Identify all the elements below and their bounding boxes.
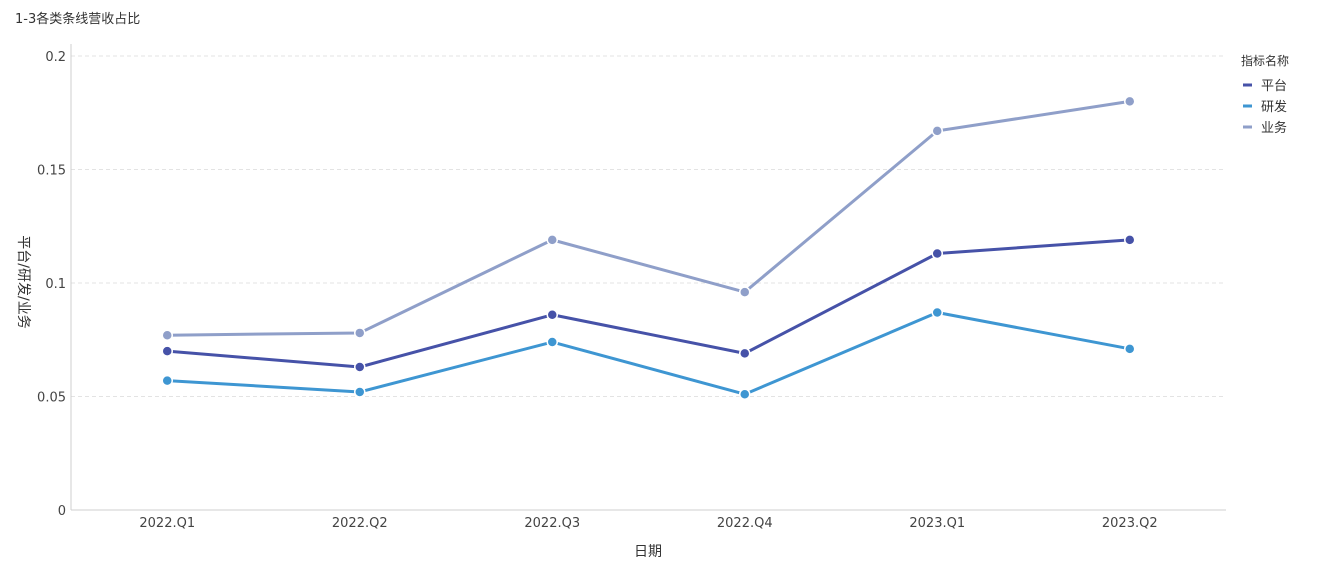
data-point[interactable] [1124, 343, 1136, 355]
legend-item[interactable]: 业务 [1261, 120, 1287, 136]
data-point[interactable] [354, 386, 366, 398]
y-tick-label: 0.05 [37, 391, 66, 406]
data-point[interactable] [739, 347, 751, 360]
series-layer [161, 95, 1136, 400]
series-line [165, 99, 1132, 337]
x-tick-label: 2022.Q2 [332, 516, 388, 531]
x-axis-title: 日期 [634, 544, 662, 560]
x-tick-label: 2022.Q4 [717, 516, 773, 531]
data-point[interactable] [354, 361, 366, 373]
data-point[interactable] [546, 336, 558, 348]
y-tick-label: 0.1 [45, 277, 66, 292]
data-point[interactable] [546, 234, 558, 246]
x-tick-label: 2023.Q1 [909, 516, 965, 531]
chart-title: 1-3各类条线营收占比 [15, 12, 141, 27]
legend-item[interactable]: 研发 [1261, 99, 1287, 115]
data-point[interactable] [546, 309, 558, 321]
legend-item[interactable]: 平台 [1261, 79, 1287, 94]
y-tick-label: 0.2 [45, 50, 66, 65]
series-line [165, 311, 1132, 396]
data-point[interactable] [161, 345, 173, 357]
y-tick-label: 0.15 [37, 164, 66, 179]
x-tick-label: 2022.Q3 [524, 516, 580, 531]
data-point[interactable] [931, 306, 943, 319]
data-point[interactable] [1124, 95, 1136, 108]
data-point[interactable] [1124, 234, 1136, 246]
data-point[interactable] [161, 329, 173, 341]
data-point[interactable] [739, 286, 751, 298]
x-tick-label: 2022.Q1 [139, 516, 195, 531]
data-point[interactable] [739, 388, 751, 400]
y-tick-label: 0 [58, 504, 66, 519]
axes: 0 0.05 0.1 0.15 0.2 2022.Q1 2022.Q2 2022.Q3 2022… [37, 44, 1226, 531]
series-line [165, 238, 1132, 369]
grid-lines [71, 55, 1226, 397]
data-point[interactable] [354, 327, 366, 339]
legend-title: 指标名称 [1241, 53, 1289, 68]
data-point[interactable] [931, 125, 943, 137]
data-point[interactable] [931, 247, 943, 260]
x-tick-label: 2023.Q2 [1102, 516, 1158, 531]
y-axis-title: 平台/研发/业务 [15, 235, 31, 328]
data-point[interactable] [161, 374, 173, 387]
